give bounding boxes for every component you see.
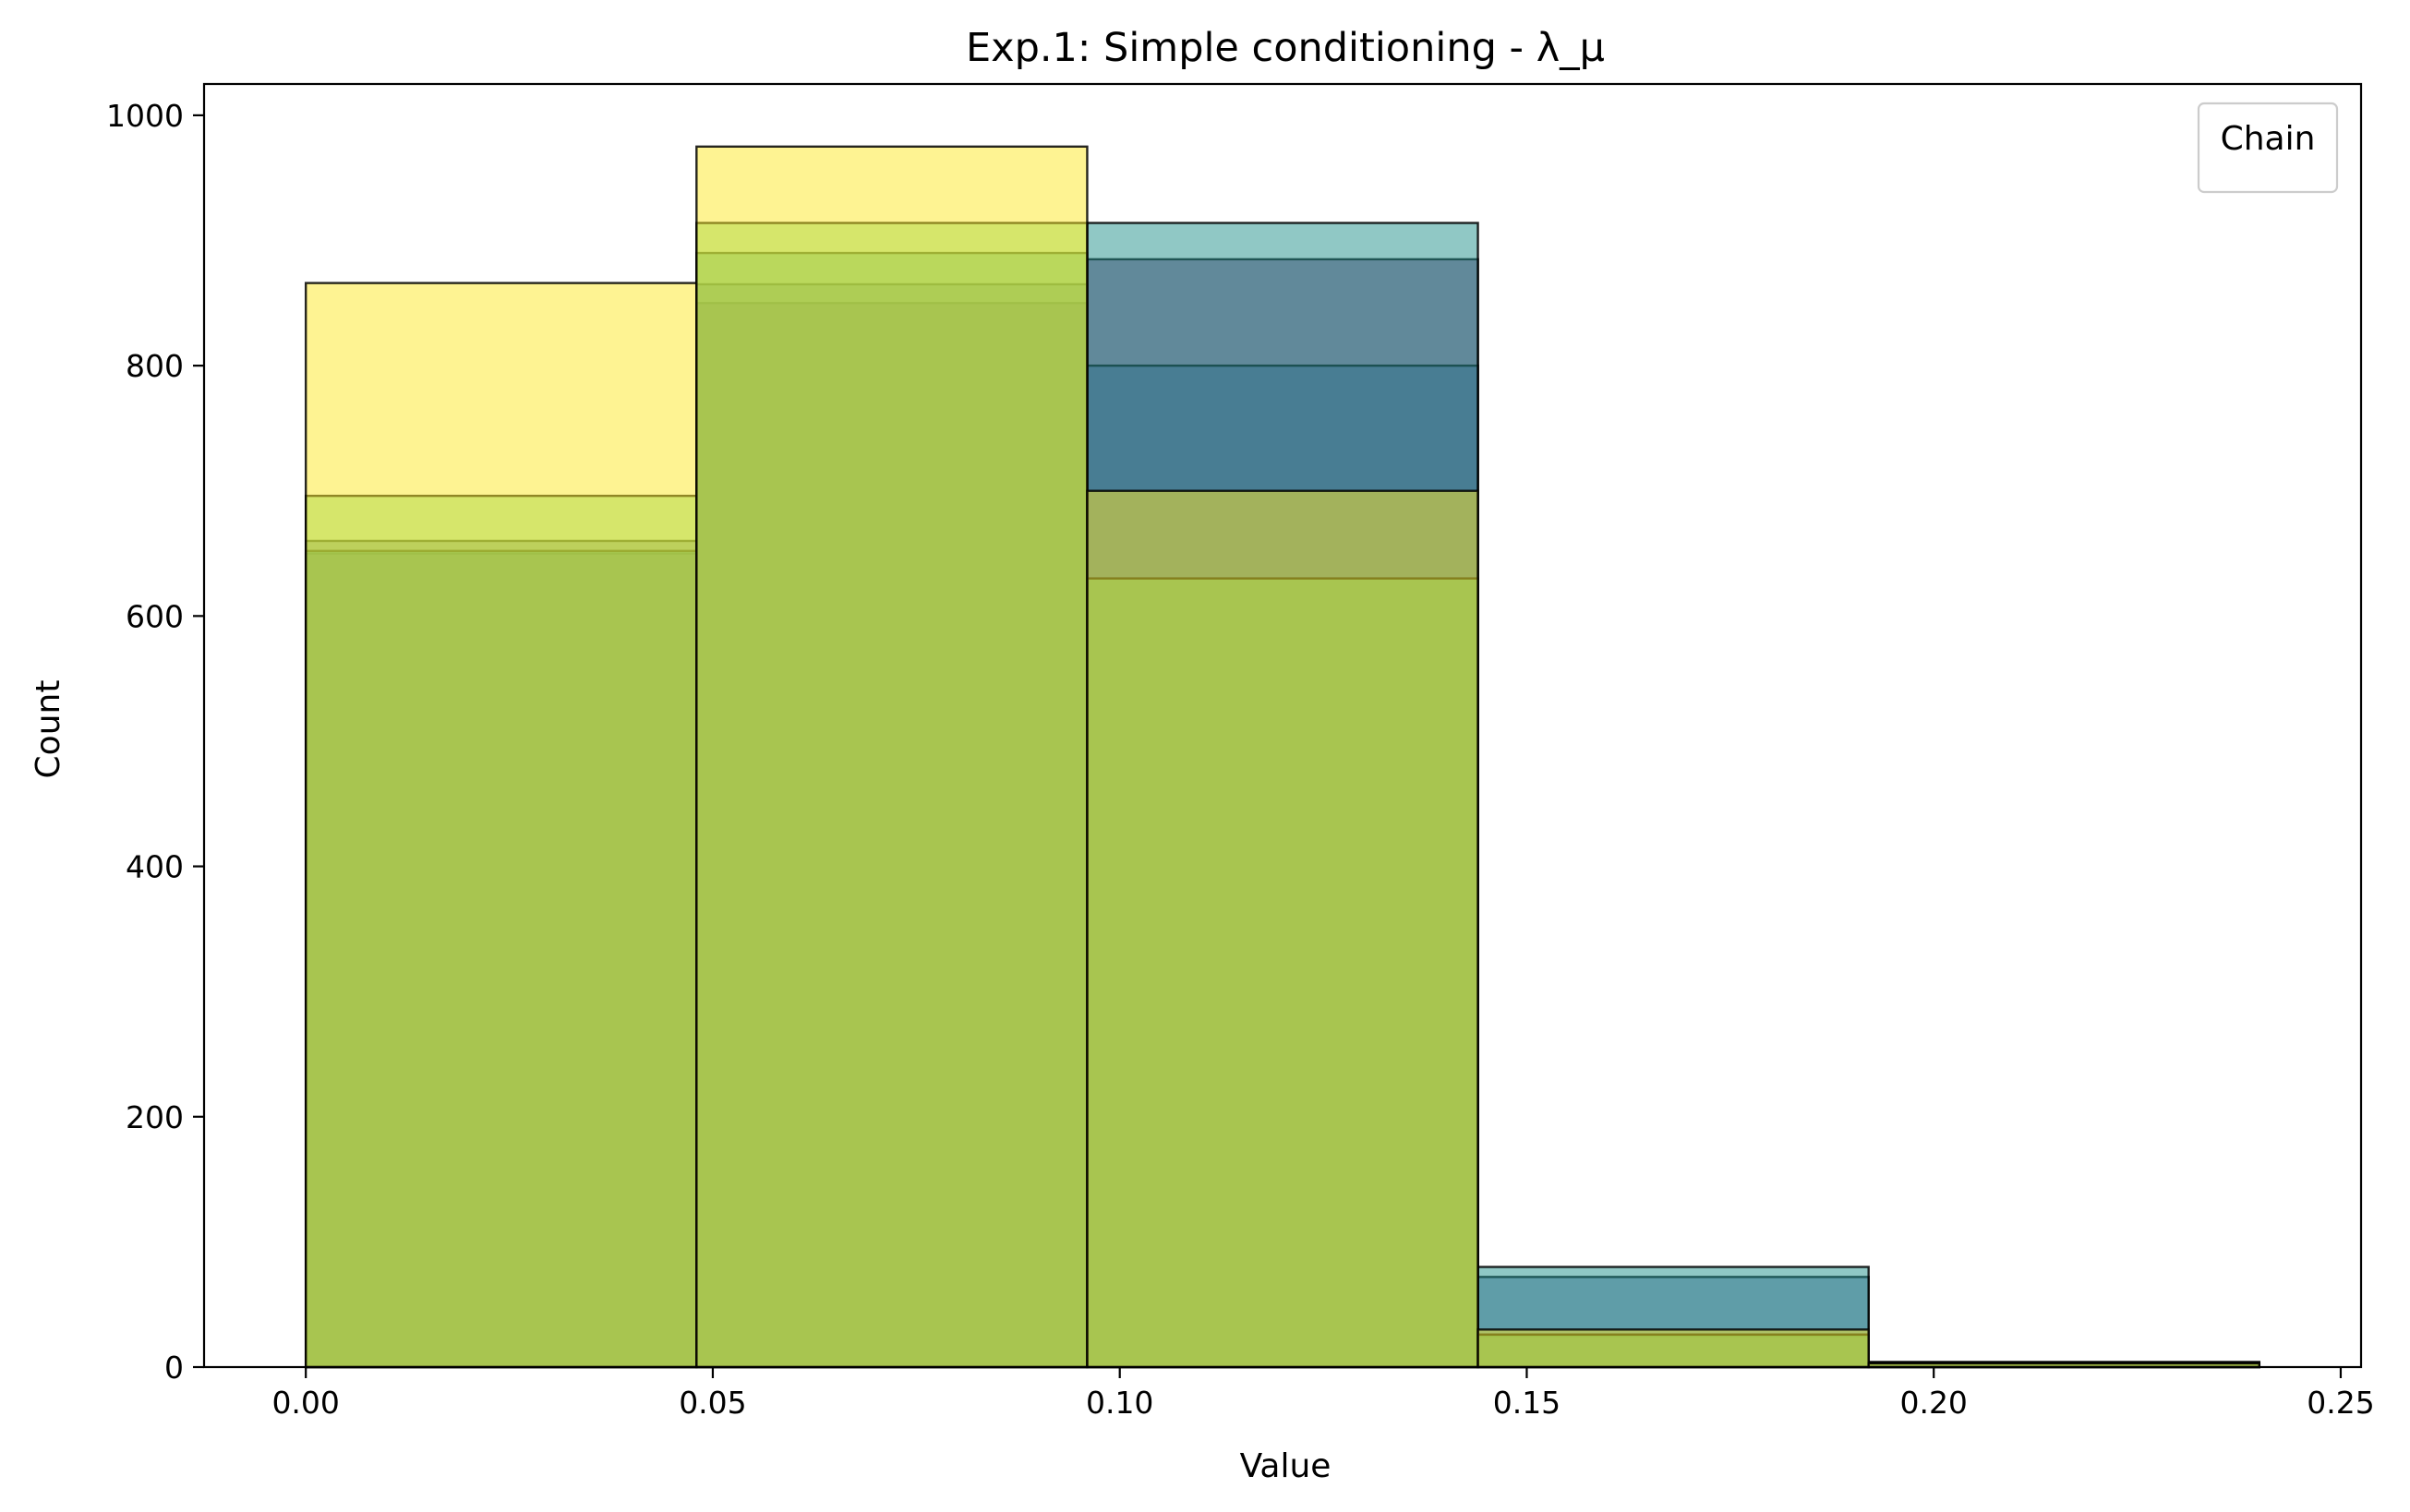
- y-tick-label: 0: [164, 1350, 184, 1386]
- histogram-bar: [1086, 489, 1479, 1369]
- legend-box: [2197, 102, 2339, 194]
- x-tick-label: 0.25: [2307, 1385, 2374, 1421]
- y-axis-title: Count: [30, 680, 67, 779]
- chart-title: Exp.1: Simple conditioning - λ_μ: [966, 25, 1605, 71]
- histogram-bar: [695, 145, 1089, 1369]
- x-tick-label: 0.10: [1086, 1385, 1153, 1421]
- x-tick-label: 0.05: [679, 1385, 746, 1421]
- legend: Chain: [2197, 102, 2339, 194]
- legend-title: Chain: [2221, 120, 2316, 158]
- y-tick-label: 200: [126, 1099, 184, 1135]
- y-tick-label: 800: [126, 348, 184, 384]
- histogram-bar: [1476, 1328, 1870, 1369]
- y-tick-label: 400: [126, 849, 184, 885]
- x-tick-label: 0.00: [271, 1385, 339, 1421]
- plot-area: [202, 82, 2363, 1369]
- y-axis: 0 200 400 600 800 1000: [106, 98, 204, 1386]
- y-tick-label: 600: [126, 598, 184, 634]
- x-axis-title: Value: [1240, 1447, 1332, 1485]
- x-axis: 0.00 0.05 0.10 0.15 0.20 0.25: [271, 1367, 2375, 1421]
- x-tick-label: 0.20: [1899, 1385, 1967, 1421]
- x-tick-label: 0.15: [1493, 1385, 1560, 1421]
- plot-frame: [202, 82, 2363, 1369]
- y-tick-label: 1000: [106, 98, 184, 134]
- histogram-bars: [304, 145, 2261, 1369]
- histogram-bar: [304, 282, 698, 1369]
